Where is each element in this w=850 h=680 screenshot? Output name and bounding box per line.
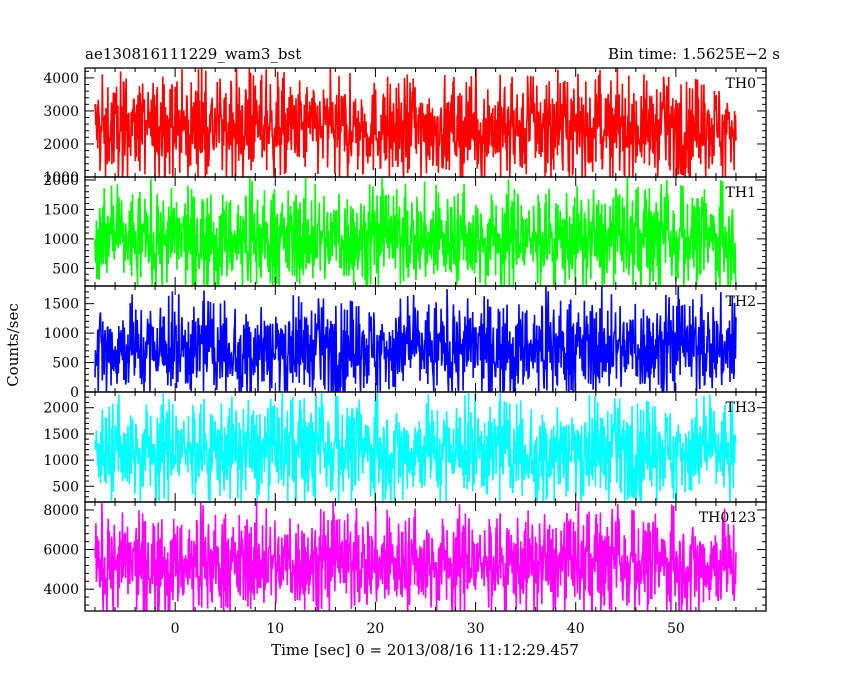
- y-tick-label: 1000: [43, 326, 79, 342]
- y-tick-label: 3000: [43, 104, 79, 120]
- y-tick-label: 1000: [43, 453, 79, 469]
- panel-label-th0123: TH0123: [699, 510, 756, 526]
- y-tick-label: 8000: [43, 503, 79, 519]
- y-tick-label: 500: [52, 261, 79, 277]
- y-tick-label: 1000: [43, 170, 79, 186]
- series-line-th3: [94, 392, 737, 502]
- panel-th0123: 4000 6000 8000 TH0123: [43, 501, 767, 612]
- chart-title-right: Bin time: 1.5625E−2 s: [608, 45, 780, 63]
- y-axis-label: Counts/sec: [4, 303, 22, 387]
- x-tick-label: 0: [171, 621, 180, 637]
- panel-label-th0: TH0: [726, 76, 756, 92]
- chart-title-left: ae130816111229_wam3_bst: [85, 45, 301, 63]
- series-line-th1: [94, 177, 737, 286]
- series-line-th0123: [94, 502, 737, 611]
- y-tick-label: 500: [52, 356, 79, 372]
- panel-label-th1: TH1: [726, 185, 756, 201]
- y-tick-label: 4000: [43, 582, 79, 598]
- x-tick-label: 10: [266, 621, 284, 637]
- y-tick-label: 1000: [43, 232, 79, 248]
- y-tick-label: 1500: [43, 427, 79, 443]
- y-tick-label: 500: [52, 479, 79, 495]
- panel-label-th3: TH3: [726, 400, 756, 416]
- x-tick-label: 30: [467, 621, 485, 637]
- panel-th2: 0 500 1000 1500 TH2: [43, 285, 767, 401]
- x-axis-label: Time [sec] 0 = 2013/08/16 11:12:29.457: [271, 641, 579, 659]
- panel-th3: 500 1000 1500 2000 TH3: [43, 391, 767, 503]
- y-tick-label: 2000: [43, 401, 79, 417]
- y-tick-label: 4000: [43, 71, 79, 87]
- y-tick-label: 6000: [43, 543, 79, 559]
- panel-th1: 500 1000 1500 2000 TH1: [43, 173, 767, 287]
- panel-frame: [84, 501, 767, 612]
- y-tick-label: 1500: [43, 297, 79, 313]
- y-tick-label: 1500: [43, 202, 79, 218]
- y-tick-label: 0: [70, 385, 79, 401]
- x-tick-label: 50: [667, 621, 685, 637]
- series-line-th2: [94, 286, 737, 392]
- panel-label-th2: TH2: [726, 294, 756, 310]
- y-tick-label: 2000: [43, 137, 79, 153]
- x-tick-label: 40: [567, 621, 585, 637]
- y-tick-label: 2000: [43, 173, 79, 189]
- x-tick-label: 20: [367, 621, 385, 637]
- series-line-th0: [94, 68, 737, 177]
